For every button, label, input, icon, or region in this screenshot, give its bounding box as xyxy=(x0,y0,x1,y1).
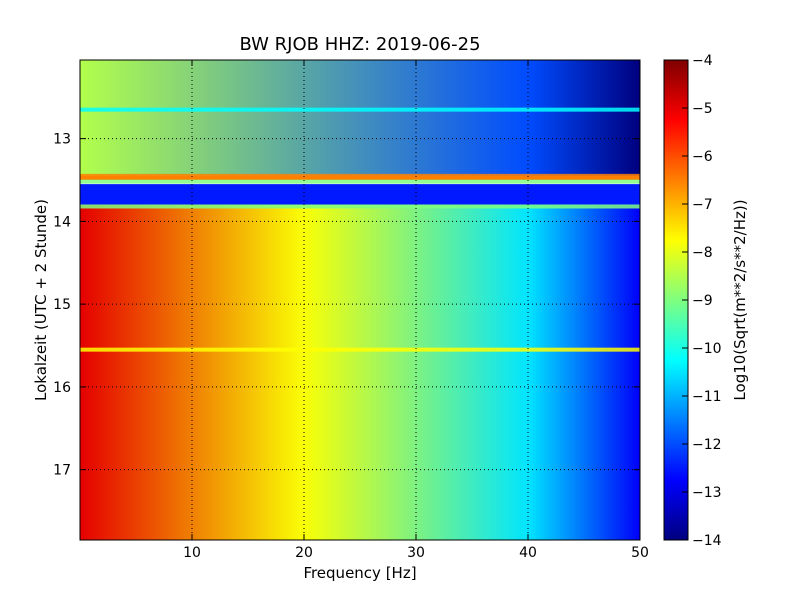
heatmap-region xyxy=(80,184,640,205)
colorbar-tick-label: −12 xyxy=(692,437,722,453)
y-tick-label: 15 xyxy=(53,297,71,313)
grid-lines xyxy=(80,60,640,540)
colorbar-tick-label: −6 xyxy=(692,149,713,165)
heatmap-region xyxy=(80,204,640,540)
heatmap-band xyxy=(80,347,640,352)
x-axis: 10 20 30 40 50 xyxy=(183,60,649,561)
x-tick-label: 50 xyxy=(631,545,649,561)
heatmap-band xyxy=(80,179,640,184)
colorbar-tick-label: −4 xyxy=(692,53,713,69)
x-tick-label: 30 xyxy=(407,545,425,561)
colorbar-tick-label: −5 xyxy=(692,101,713,117)
y-axis-label: Lokalzeit (UTC + 2 Stunde) xyxy=(32,199,50,401)
colorbar-tick-label: −13 xyxy=(692,485,722,501)
colorbar-axis: −4 −5 −6 −7 −8 −9 −10 −11 −12 −13 −14 xyxy=(682,53,722,549)
colorbar-tick-label: −11 xyxy=(692,389,722,405)
y-tick-label: 17 xyxy=(53,463,71,479)
colorbar-tick-label: −7 xyxy=(692,197,713,213)
y-tick-label: 14 xyxy=(53,214,71,230)
plot-frame xyxy=(79,59,641,541)
x-axis-label: Frequency [Hz] xyxy=(303,564,416,582)
x-tick-label: 10 xyxy=(183,545,201,561)
y-axis: 13 14 15 16 17 xyxy=(53,132,640,479)
heatmap-area xyxy=(80,60,640,540)
colorbar-tick-label: −8 xyxy=(692,245,713,261)
heatmap-region xyxy=(80,60,640,176)
colorbar-tick-label: −14 xyxy=(692,533,722,549)
y-tick-label: 13 xyxy=(53,132,71,148)
heatmap-band xyxy=(80,173,640,178)
chart-title: BW RJOB HHZ: 2019-06-25 xyxy=(239,34,480,55)
colorbar-tick-label: −9 xyxy=(692,293,713,309)
heatmap-band xyxy=(80,107,640,112)
heatmap-band xyxy=(80,204,640,209)
x-tick-label: 40 xyxy=(519,545,537,561)
heatmap-region xyxy=(80,175,640,180)
x-tick-label: 20 xyxy=(295,545,313,561)
colorbar-label: Log10(Sqrt(m**2/s**2/Hz)) xyxy=(731,199,749,400)
y-tick-label: 16 xyxy=(53,380,71,396)
colorbar-tick-label: −10 xyxy=(692,341,722,357)
